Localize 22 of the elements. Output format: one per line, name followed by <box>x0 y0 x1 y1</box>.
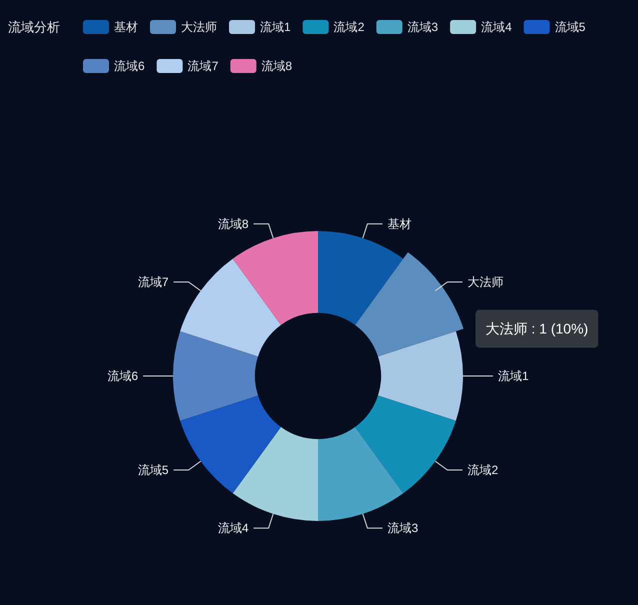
slice-label: 流域1 <box>498 369 529 383</box>
slice-label: 基材 <box>387 216 412 231</box>
legend-label: 基材 <box>114 20 138 34</box>
legend-label: 流域7 <box>188 59 218 73</box>
slice-label: 流域7 <box>138 274 169 289</box>
title: 流域分析 <box>8 20 60 34</box>
legend-label: 大法师 <box>181 20 217 34</box>
tooltip-text: 大法师 : 1 (10%) <box>486 320 588 337</box>
legend-label: 流域2 <box>334 20 364 34</box>
legend-label: 流域5 <box>554 20 586 34</box>
slice-label: 流域5 <box>138 463 169 478</box>
slice-label: 流域4 <box>218 521 249 536</box>
slice-label: 流域6 <box>107 369 138 383</box>
legend-label: 流域4 <box>481 20 512 34</box>
slice-label: 大法师 <box>467 274 504 289</box>
slice-label: 流域2 <box>467 463 498 478</box>
legend-label: 流域3 <box>407 20 438 34</box>
legend-label: 流域6 <box>114 59 145 73</box>
legend-label: 流域8 <box>261 59 292 73</box>
slice-label: 流域8 <box>218 216 249 231</box>
slice-label: 流域3 <box>387 521 418 536</box>
legend-label: 流域1 <box>260 20 291 34</box>
